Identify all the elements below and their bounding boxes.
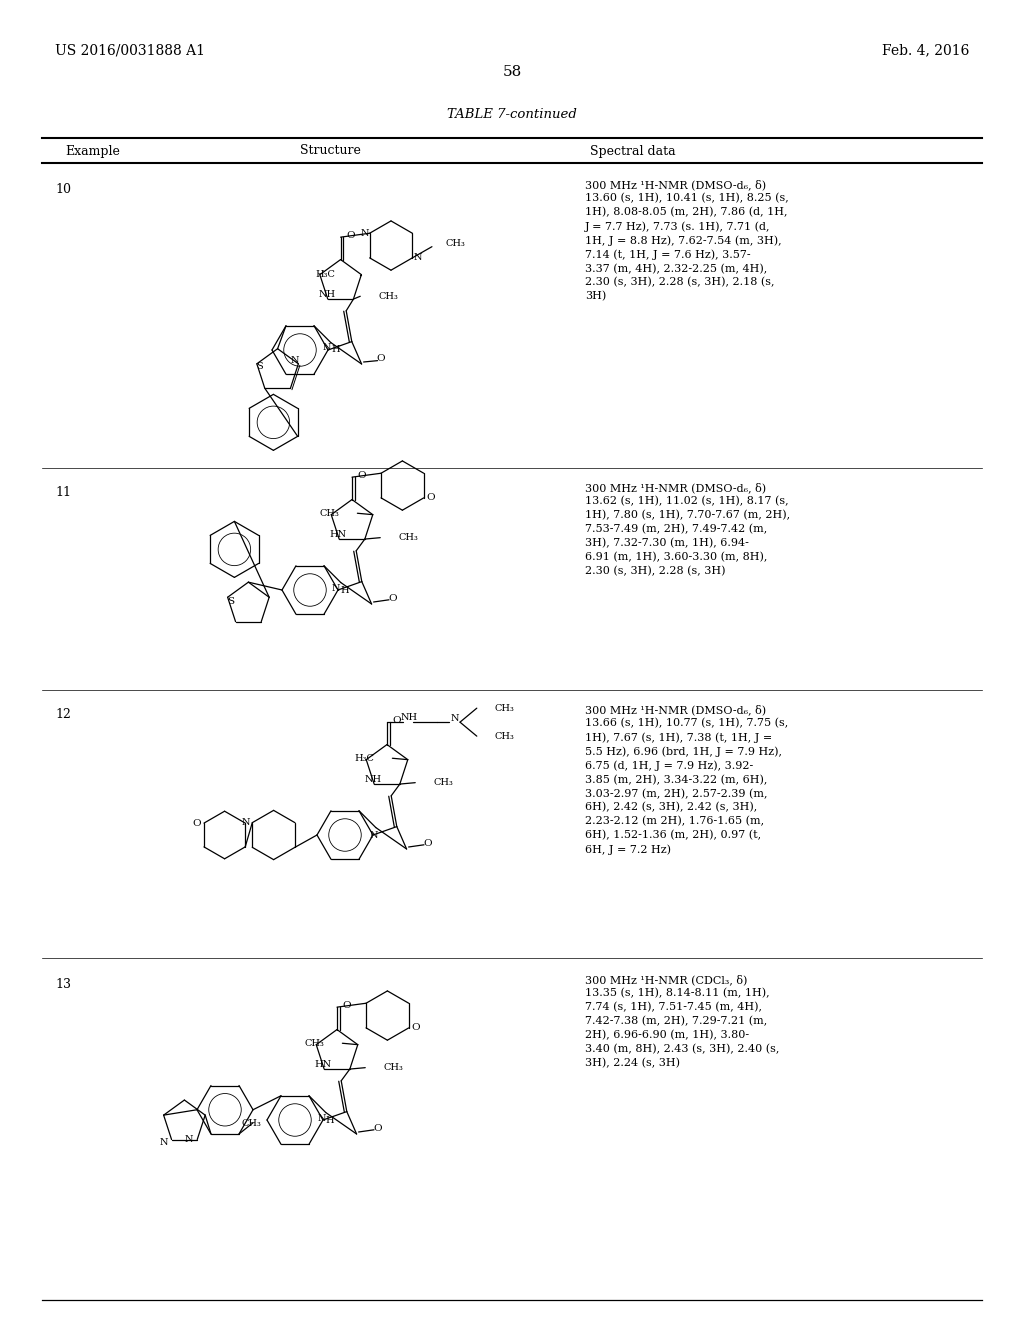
Text: CH₃: CH₃ [398, 533, 418, 543]
Text: N: N [317, 1114, 326, 1123]
Text: 300 MHz ¹H-NMR (DMSO-d₆, δ)
13.66 (s, 1H), 10.77 (s, 1H), 7.75 (s,
1H), 7.67 (s,: 300 MHz ¹H-NMR (DMSO-d₆, δ) 13.66 (s, 1H… [585, 704, 788, 854]
Text: O: O [426, 494, 435, 503]
Text: O: O [392, 715, 401, 725]
Text: O: O [373, 1123, 382, 1133]
Text: H₃C: H₃C [354, 754, 375, 763]
Text: N: N [451, 714, 459, 722]
Text: N: N [242, 818, 251, 828]
Text: HN: HN [330, 531, 347, 540]
Text: O: O [342, 1001, 351, 1010]
Text: 300 MHz ¹H-NMR (DMSO-d₆, δ)
13.62 (s, 1H), 11.02 (s, 1H), 8.17 (s,
1H), 7.80 (s,: 300 MHz ¹H-NMR (DMSO-d₆, δ) 13.62 (s, 1H… [585, 482, 791, 576]
Text: CH₃: CH₃ [445, 239, 466, 248]
Text: H: H [341, 586, 349, 595]
Text: CH₃: CH₃ [433, 779, 453, 787]
Text: O: O [377, 355, 385, 363]
Text: O: O [412, 1023, 420, 1032]
Text: CH₃: CH₃ [495, 704, 515, 713]
Text: Example: Example [65, 144, 120, 157]
Text: N: N [160, 1138, 168, 1147]
Text: 10: 10 [55, 183, 71, 195]
Text: HN: HN [314, 1060, 332, 1069]
Text: 11: 11 [55, 486, 71, 499]
Text: CH₃: CH₃ [378, 292, 398, 301]
Text: O: O [193, 818, 202, 828]
Text: 58: 58 [503, 65, 521, 79]
Text: 300 MHz ¹H-NMR (DMSO-d₆, δ)
13.60 (s, 1H), 10.41 (s, 1H), 8.25 (s,
1H), 8.08-8.0: 300 MHz ¹H-NMR (DMSO-d₆, δ) 13.60 (s, 1H… [585, 180, 788, 301]
Text: N: N [332, 583, 340, 593]
Text: H: H [326, 1115, 334, 1125]
Text: Spectral data: Spectral data [590, 144, 676, 157]
Text: Feb. 4, 2016: Feb. 4, 2016 [882, 44, 969, 57]
Text: 12: 12 [55, 708, 71, 721]
Text: NH: NH [400, 713, 418, 722]
Text: N: N [360, 228, 369, 238]
Text: O: O [357, 471, 367, 479]
Text: S: S [256, 362, 263, 371]
Text: H₃C: H₃C [315, 271, 336, 279]
Text: N: N [413, 253, 422, 263]
Text: N: N [185, 1135, 194, 1144]
Text: 13: 13 [55, 978, 71, 991]
Text: N: N [290, 356, 299, 366]
Text: TABLE 7-continued: TABLE 7-continued [447, 108, 577, 121]
Text: US 2016/0031888 A1: US 2016/0031888 A1 [55, 44, 205, 57]
Text: 300 MHz ¹H-NMR (CDCl₃, δ)
13.35 (s, 1H), 8.14-8.11 (m, 1H),
7.74 (s, 1H), 7.51-7: 300 MHz ¹H-NMR (CDCl₃, δ) 13.35 (s, 1H),… [585, 974, 779, 1068]
Text: O: O [423, 840, 432, 847]
Text: N: N [370, 832, 378, 840]
Text: H: H [332, 345, 340, 354]
Text: CH₃: CH₃ [242, 1119, 262, 1129]
Text: CH₃: CH₃ [383, 1063, 403, 1072]
Text: S: S [227, 597, 234, 606]
Text: CH₃: CH₃ [304, 1039, 325, 1048]
Text: NH: NH [318, 290, 335, 300]
Text: O: O [388, 594, 396, 603]
Text: CH₃: CH₃ [319, 508, 339, 517]
Text: Structure: Structure [300, 144, 360, 157]
Text: NH: NH [365, 775, 382, 784]
Text: N: N [323, 343, 331, 352]
Text: CH₃: CH₃ [495, 731, 515, 741]
Text: O: O [346, 231, 354, 240]
